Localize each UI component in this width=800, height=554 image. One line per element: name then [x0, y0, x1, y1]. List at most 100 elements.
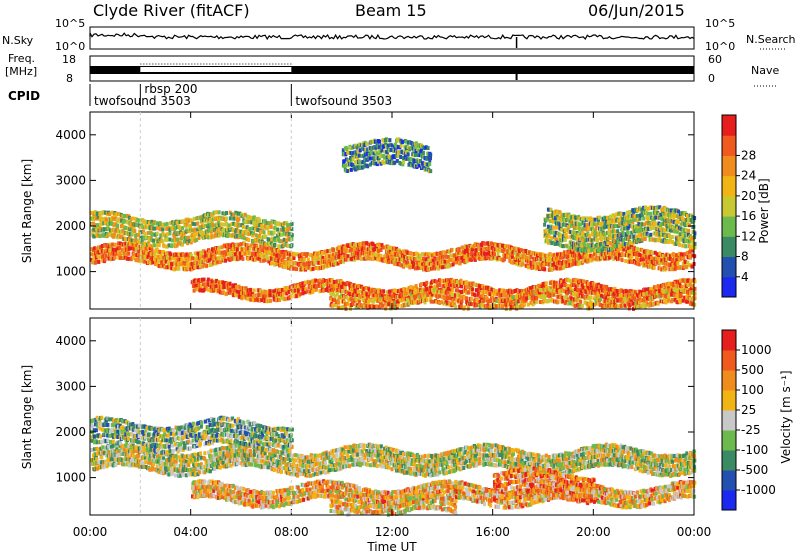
- data-cell: [433, 279, 437, 284]
- data-cell: [109, 247, 113, 252]
- data-cell: [636, 294, 640, 299]
- data-cell: [582, 279, 585, 284]
- data-cell: [425, 297, 429, 302]
- data-cell: [282, 243, 286, 248]
- data-cell: [284, 242, 288, 247]
- data-cell: [115, 247, 119, 252]
- data-cell: [598, 284, 601, 289]
- data-cell: [332, 248, 335, 252]
- data-cell: [630, 251, 634, 256]
- data-cell: [345, 301, 349, 306]
- data-cell: [375, 253, 378, 257]
- data-cell: [664, 300, 668, 305]
- data-cell: [132, 255, 136, 260]
- data-cell: [109, 257, 113, 262]
- data-cell: [377, 253, 381, 258]
- data-cell: [264, 293, 268, 298]
- data-cell: [622, 289, 626, 294]
- data-cell: [261, 290, 265, 295]
- cpid-name-0: twofsound 3503: [94, 94, 191, 108]
- data-cell: [440, 300, 443, 305]
- data-cell: [514, 252, 518, 256]
- data-cell: [513, 289, 517, 293]
- data-cell: [323, 249, 327, 254]
- data-cell: [189, 253, 193, 258]
- data-cell: [637, 305, 641, 310]
- data-cell: [669, 257, 672, 262]
- data-cell: [113, 233, 117, 238]
- data-cell: [363, 300, 367, 305]
- data-cell: [539, 292, 543, 297]
- data-cell: [554, 237, 558, 242]
- data-cell: [318, 289, 322, 294]
- data-cell: [510, 300, 514, 304]
- data-cell: [676, 253, 680, 258]
- data-cell: [216, 259, 220, 264]
- data-cell: [272, 289, 276, 294]
- data-cell: [206, 277, 210, 282]
- data-cell: [460, 256, 464, 261]
- data-cell: [140, 223, 144, 228]
- data-cell: [254, 233, 258, 238]
- data-cell: [195, 237, 199, 242]
- data-cell: [242, 287, 246, 292]
- data-cell: [146, 225, 150, 230]
- data-cell: [337, 280, 341, 284]
- data-cell: [469, 244, 473, 249]
- data-cell: [382, 289, 386, 294]
- data-cell: [229, 233, 233, 238]
- data-cell: [311, 256, 315, 261]
- data-cell: [181, 242, 185, 247]
- data-cell: [624, 303, 628, 308]
- data-cell: [406, 261, 410, 266]
- data-cell: [230, 212, 234, 217]
- data-cell: [518, 289, 522, 294]
- data-cell: [314, 284, 318, 289]
- data-cell: [255, 256, 259, 261]
- data-cell: [161, 239, 165, 244]
- data-cell: [292, 256, 296, 261]
- data-cell: [150, 238, 154, 243]
- data-cell: [616, 289, 620, 294]
- data-cell: [193, 238, 197, 243]
- data-cell: [108, 212, 112, 217]
- data-cell: [502, 293, 506, 298]
- data-cell: [125, 251, 129, 256]
- data-cell: [128, 237, 132, 242]
- data-cell: [192, 216, 196, 221]
- data-cell: [671, 281, 675, 286]
- data-cell: [544, 288, 548, 292]
- data-cell: [591, 256, 595, 261]
- data-cell: [305, 252, 309, 256]
- nsky-tick-top: 10^5: [55, 17, 85, 30]
- data-cell: [655, 252, 659, 257]
- cpid-label: CPID: [8, 89, 40, 103]
- data-cell: [480, 248, 484, 252]
- data-cell: [455, 256, 458, 261]
- data-cell: [355, 298, 359, 303]
- data-cell: [529, 289, 533, 294]
- data-cell: [162, 255, 166, 260]
- data-cell: [350, 291, 354, 296]
- data-cell: [135, 233, 139, 237]
- data-cell: [301, 291, 305, 296]
- data-cell: [143, 241, 147, 246]
- data-cell: [247, 256, 251, 261]
- data-cell: [531, 285, 535, 289]
- data-cell: [536, 290, 540, 295]
- data-cell: [336, 298, 340, 303]
- data-cell: [539, 288, 543, 293]
- nsky-line: [89, 32, 695, 41]
- data-cell: [438, 279, 442, 284]
- data-cell: [635, 247, 639, 251]
- data-cell: [455, 260, 458, 265]
- data-cell: [91, 260, 95, 265]
- data-cell: [346, 291, 350, 296]
- data-cell: [473, 282, 477, 287]
- data-cell: [342, 245, 346, 250]
- data-cell: [418, 266, 422, 270]
- data-cell: [456, 292, 460, 297]
- data-cell: [227, 223, 231, 228]
- data-cell: [377, 248, 381, 253]
- data-cell: [232, 246, 236, 251]
